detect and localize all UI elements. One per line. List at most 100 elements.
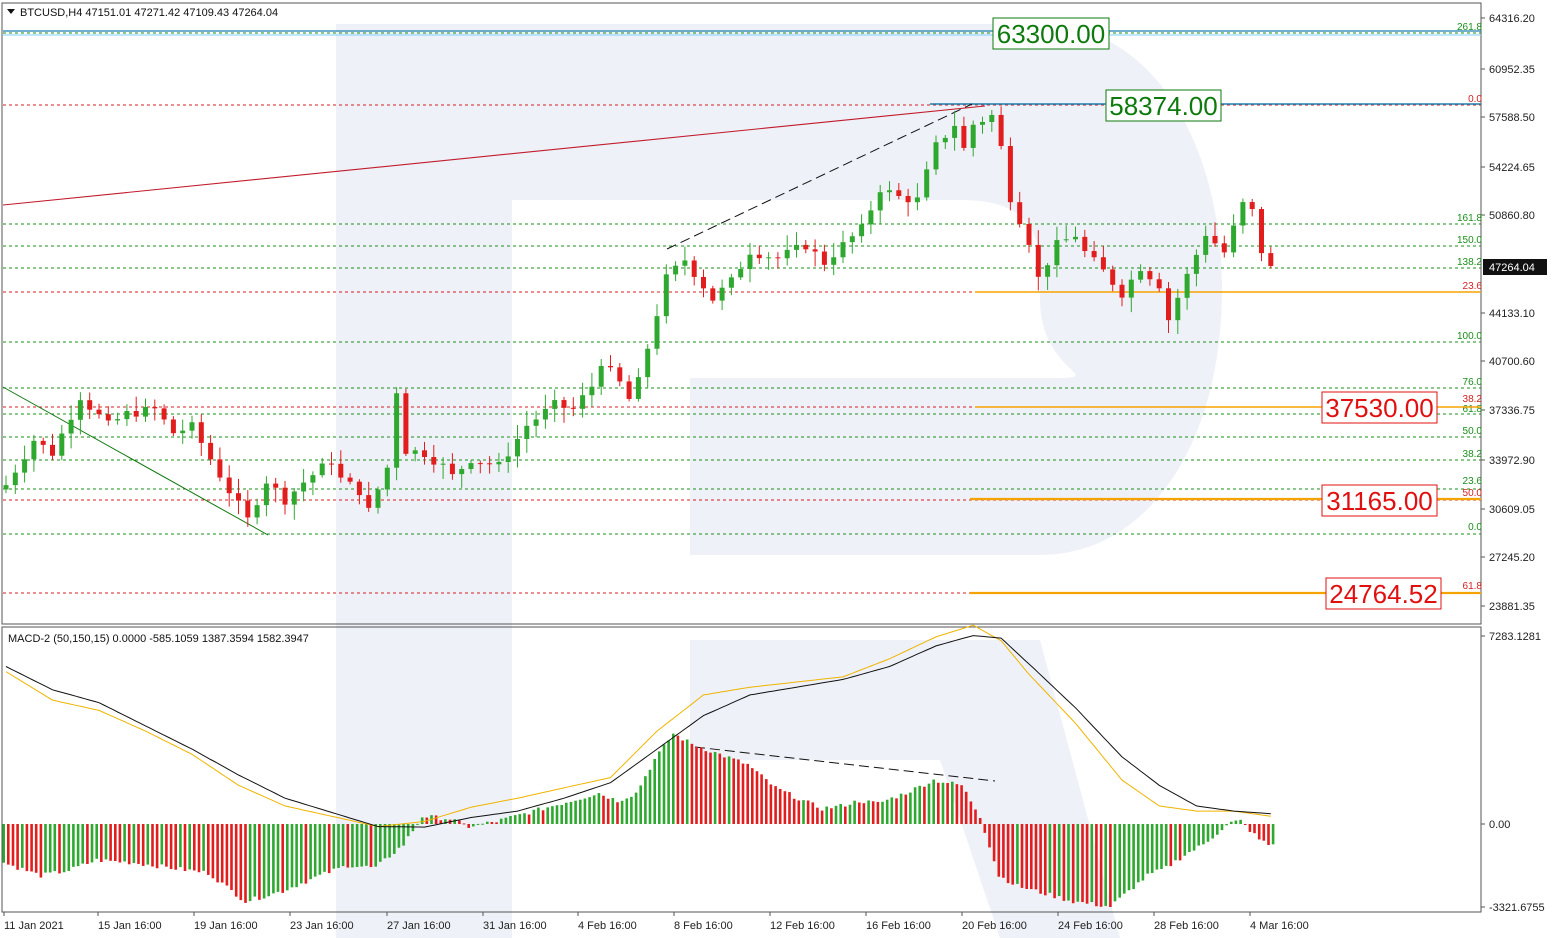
candle-body xyxy=(440,463,446,465)
macd-histogram-bar xyxy=(685,739,689,824)
target-label-value: 31165.00 xyxy=(1326,486,1433,516)
macd-histogram-bar xyxy=(988,824,991,848)
candle-body xyxy=(905,195,911,203)
macd-histogram-bar xyxy=(132,824,136,863)
candle-body xyxy=(775,257,781,259)
macd-histogram-bar xyxy=(676,735,680,824)
price-tick-label: 37336.75 xyxy=(1489,405,1535,417)
macd-histogram-bar xyxy=(225,824,229,886)
macd-histogram-bar xyxy=(165,824,168,867)
candle-body xyxy=(22,459,28,473)
macd-histogram-bar xyxy=(220,824,224,883)
macd-lines xyxy=(5,624,1271,828)
candle-body xyxy=(570,407,576,409)
time-tick-label: 28 Feb 16:00 xyxy=(1154,920,1219,932)
candle-body xyxy=(589,386,595,396)
candle-body xyxy=(87,400,93,410)
candle-body xyxy=(59,433,65,456)
macd-histogram-bar xyxy=(1048,824,1052,893)
candle-body xyxy=(617,367,623,382)
macd-histogram-bar xyxy=(272,824,275,894)
candle-body xyxy=(40,440,46,445)
macd-histogram-bar xyxy=(630,796,633,824)
price-tick-label: 64316.20 xyxy=(1489,13,1535,25)
macd-histogram-bar xyxy=(309,824,312,880)
macd-histogram-bar xyxy=(230,824,233,891)
macd-histogram-bar xyxy=(546,807,549,824)
macd-histogram-bar xyxy=(341,824,345,867)
macd-histogram-bar xyxy=(337,824,340,868)
candle-body xyxy=(1110,269,1116,285)
candle-body xyxy=(598,365,604,387)
macd-histogram-bar xyxy=(778,788,782,824)
current-price-box xyxy=(1483,259,1547,275)
macd-histogram-bar xyxy=(1234,820,1238,824)
macd-histogram-bar xyxy=(537,807,540,824)
candle-body xyxy=(1166,288,1171,321)
macd-histogram-bar xyxy=(592,795,596,824)
price-tick-label: 57588.50 xyxy=(1489,112,1535,124)
macd-histogram-bar xyxy=(713,751,717,824)
macd-histogram-bar xyxy=(86,824,89,864)
time-tick-label: 4 Feb 16:00 xyxy=(578,920,637,932)
macd-histogram-bar xyxy=(239,824,243,901)
candle-body xyxy=(1091,251,1097,258)
macd-histogram-bar xyxy=(1271,824,1275,845)
candle-body xyxy=(710,288,716,301)
macd-histogram-bar xyxy=(416,823,419,825)
macd-histogram-bar xyxy=(555,805,559,824)
fib-level-label: 150.0 xyxy=(1457,235,1482,246)
candle-body xyxy=(1221,243,1227,253)
macd-histogram-bar xyxy=(1220,824,1224,831)
macd-histogram xyxy=(2,733,1275,908)
macd-histogram-bar xyxy=(1137,824,1140,883)
target-label-box xyxy=(1105,89,1222,122)
candle-body xyxy=(998,114,1004,147)
trend-line xyxy=(666,103,973,250)
macd-histogram-bar xyxy=(188,824,191,870)
candle-body xyxy=(487,463,493,465)
candle-body xyxy=(868,210,874,225)
time-tick-label: 8 Feb 16:00 xyxy=(674,920,733,932)
macd-histogram-bar xyxy=(1262,824,1266,841)
macd-histogram-bar xyxy=(1202,824,1205,845)
candle-body xyxy=(161,408,167,420)
macd-histogram-bar xyxy=(1197,824,1200,846)
fib-level-label: 0.0 xyxy=(1468,94,1482,105)
candle-body xyxy=(1212,235,1218,244)
macd-histogram-bar xyxy=(1006,824,1010,884)
candle-body xyxy=(143,406,148,417)
fib-level-label: 100.0 xyxy=(1457,331,1482,342)
candle-body xyxy=(1184,273,1190,298)
macd-histogram-bar xyxy=(602,795,605,824)
candle-body xyxy=(747,254,753,269)
macd-histogram-bar xyxy=(1090,824,1094,903)
target-label-box xyxy=(1321,484,1438,517)
macd-histogram-bar xyxy=(648,769,652,824)
time-tick-label: 31 Jan 16:00 xyxy=(483,920,547,932)
candle-body xyxy=(626,381,632,399)
dropdown-arrow-icon[interactable] xyxy=(7,9,15,14)
candle-body xyxy=(310,475,316,483)
candle-body xyxy=(77,400,83,420)
candle-body xyxy=(449,463,455,475)
candle-body xyxy=(1249,202,1255,210)
macd-histogram-bar xyxy=(574,800,577,824)
candle-body xyxy=(338,463,344,478)
macd-histogram-bar xyxy=(11,824,15,866)
fib-level-label: 50.0 xyxy=(1463,488,1483,499)
macd-histogram-bar xyxy=(964,791,968,824)
macd-tick-label: -3321.6755 xyxy=(1489,902,1545,914)
trend-lines xyxy=(2,103,996,782)
candle-body xyxy=(952,125,958,138)
macd-histogram-bar xyxy=(834,805,838,824)
macd-histogram-bar xyxy=(616,802,619,824)
macd-histogram-bar xyxy=(895,798,898,824)
macd-histogram-bar xyxy=(365,824,368,866)
macd-histogram-bar xyxy=(751,768,754,824)
macd-histogram-bar xyxy=(662,744,666,824)
macd-histogram-bar xyxy=(1230,821,1233,824)
macd-histogram-bar xyxy=(402,824,405,846)
macd-histogram-bar xyxy=(611,797,615,824)
